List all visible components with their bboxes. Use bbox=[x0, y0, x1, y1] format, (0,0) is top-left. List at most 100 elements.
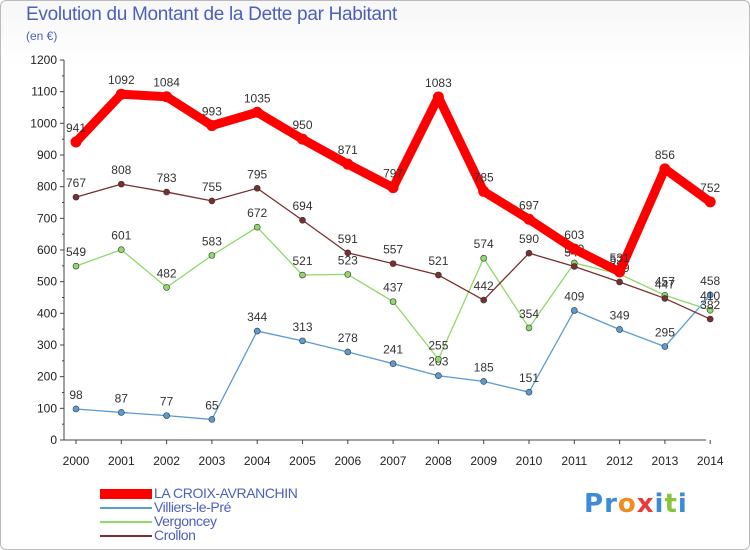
legend-item: Vergoncey bbox=[100, 513, 400, 530]
data-point-crollon bbox=[344, 249, 352, 257]
data-point-crollon bbox=[706, 315, 714, 323]
data-point-vergoncey bbox=[344, 271, 352, 278]
data-label-villiers-le-pre: 185 bbox=[474, 360, 494, 374]
x-tick-label: 2014 bbox=[697, 454, 724, 468]
data-label-villiers-le-pre: 151 bbox=[519, 371, 539, 385]
data-point-crollon bbox=[480, 296, 488, 304]
legend-swatch bbox=[100, 521, 152, 523]
data-point-la-croix-avranchin bbox=[387, 182, 399, 194]
data-point-villiers-le-pre bbox=[435, 372, 442, 380]
data-point-villiers-le-pre bbox=[389, 360, 397, 367]
data-label-la-croix-avranchin: 1083 bbox=[425, 76, 452, 90]
data-label-villiers-le-pre: 87 bbox=[115, 391, 129, 405]
data-label-vergoncey: 672 bbox=[247, 206, 267, 220]
data-label-la-croix-avranchin: 993 bbox=[202, 105, 222, 119]
y-tick-label: 500 bbox=[37, 275, 57, 289]
data-point-la-croix-avranchin bbox=[297, 133, 308, 145]
legend-label: LA CROIX-AVRANCHIN bbox=[154, 485, 298, 501]
data-point-la-croix-avranchin bbox=[659, 163, 671, 175]
x-tick-label: 2012 bbox=[606, 454, 633, 468]
data-point-villiers-le-pre bbox=[525, 388, 533, 396]
data-point-la-croix-avranchin bbox=[70, 136, 82, 148]
x-tick-label: 2004 bbox=[244, 454, 271, 468]
data-label-vergoncey: 583 bbox=[202, 234, 222, 248]
data-label-crollon: 694 bbox=[292, 199, 312, 213]
data-point-la-croix-avranchin bbox=[342, 158, 354, 170]
x-tick-label: 2011 bbox=[561, 454, 587, 468]
legend-swatch bbox=[100, 535, 152, 537]
data-label-villiers-le-pre: 65 bbox=[205, 398, 219, 412]
data-label-villiers-le-pre: 409 bbox=[564, 289, 584, 303]
data-point-crollon bbox=[253, 184, 261, 192]
legend-swatch bbox=[100, 507, 152, 509]
data-label-crollon: 755 bbox=[202, 180, 222, 194]
data-label-vergoncey: 354 bbox=[519, 307, 539, 321]
x-tick-label: 2006 bbox=[334, 454, 361, 468]
data-label-la-croix-avranchin: 856 bbox=[655, 148, 675, 162]
data-point-vergoncey bbox=[72, 262, 80, 270]
data-label-villiers-le-pre: 313 bbox=[292, 320, 312, 334]
chart-title: Evolution du Montant de la Dette par Hab… bbox=[26, 4, 397, 25]
y-tick-label: 800 bbox=[37, 180, 57, 194]
data-label-crollon: 521 bbox=[428, 254, 448, 268]
data-label-villiers-le-pre: 344 bbox=[247, 310, 267, 324]
data-label-la-croix-avranchin: 941 bbox=[66, 121, 86, 135]
y-tick-label: 200 bbox=[37, 370, 57, 384]
data-point-vergoncey bbox=[480, 254, 488, 262]
data-point-crollon bbox=[661, 295, 669, 302]
data-label-la-croix-avranchin: 1092 bbox=[108, 73, 135, 87]
data-point-la-croix-avranchin bbox=[251, 106, 263, 118]
data-point-crollon bbox=[435, 271, 442, 279]
logo-letter: t bbox=[664, 489, 678, 519]
data-label-villiers-le-pre: 98 bbox=[69, 388, 83, 402]
data-point-villiers-le-pre bbox=[299, 337, 306, 345]
y-tick-label: 1100 bbox=[31, 85, 57, 99]
data-label-vergoncey: 601 bbox=[111, 229, 131, 243]
data-label-vergoncey: 457 bbox=[655, 274, 675, 288]
y-tick-label: 1200 bbox=[30, 53, 57, 67]
legend-label: Villiers-le-Pré bbox=[154, 499, 231, 515]
data-point-la-croix-avranchin bbox=[161, 91, 173, 103]
data-label-villiers-le-pre: 241 bbox=[383, 343, 403, 357]
y-tick-label: 1000 bbox=[30, 116, 57, 130]
data-label-la-croix-avranchin: 797 bbox=[383, 167, 403, 181]
data-label-la-croix-avranchin: 752 bbox=[700, 181, 720, 195]
data-label-crollon: 557 bbox=[383, 243, 403, 257]
data-point-villiers-le-pre bbox=[208, 416, 216, 423]
data-point-villiers-le-pre bbox=[616, 326, 623, 333]
data-point-villiers-le-pre bbox=[706, 291, 714, 299]
data-point-crollon bbox=[72, 193, 80, 201]
data-point-la-croix-avranchin bbox=[432, 91, 444, 103]
data-point-vergoncey bbox=[706, 306, 714, 314]
data-label-vergoncey: 410 bbox=[700, 289, 720, 303]
data-point-crollon bbox=[299, 216, 306, 224]
data-point-crollon bbox=[208, 197, 216, 205]
data-label-villiers-le-pre: 295 bbox=[655, 326, 675, 340]
y-tick-label: 0 bbox=[50, 433, 57, 447]
data-point-villiers-le-pre bbox=[72, 405, 80, 413]
y-tick-label: 700 bbox=[37, 211, 57, 225]
data-label-vergoncey: 482 bbox=[157, 266, 177, 280]
legend-label: Vergoncey bbox=[154, 513, 217, 529]
data-label-la-croix-avranchin: 603 bbox=[564, 228, 584, 242]
data-label-vergoncey: 437 bbox=[383, 281, 403, 295]
data-point-la-croix-avranchin bbox=[568, 243, 580, 255]
data-point-la-croix-avranchin bbox=[478, 185, 490, 197]
data-label-villiers-le-pre: 349 bbox=[610, 308, 630, 322]
data-point-vergoncey bbox=[525, 324, 533, 332]
data-point-vergoncey bbox=[118, 246, 125, 253]
data-point-villiers-le-pre bbox=[344, 348, 352, 356]
x-tick-label: 2009 bbox=[470, 454, 497, 468]
logo-letter: x bbox=[636, 489, 655, 519]
x-tick-label: 2000 bbox=[63, 454, 90, 468]
logo-letter: o bbox=[617, 489, 637, 519]
logo-letter: i bbox=[677, 489, 688, 519]
data-point-crollon bbox=[570, 263, 578, 270]
data-point-crollon bbox=[616, 278, 623, 286]
data-point-villiers-le-pre bbox=[661, 343, 669, 350]
data-label-la-croix-avranchin: 1035 bbox=[244, 91, 271, 105]
data-point-vergoncey bbox=[253, 223, 261, 231]
y-tick-label: 400 bbox=[37, 306, 57, 320]
x-tick-label: 2013 bbox=[652, 454, 679, 468]
